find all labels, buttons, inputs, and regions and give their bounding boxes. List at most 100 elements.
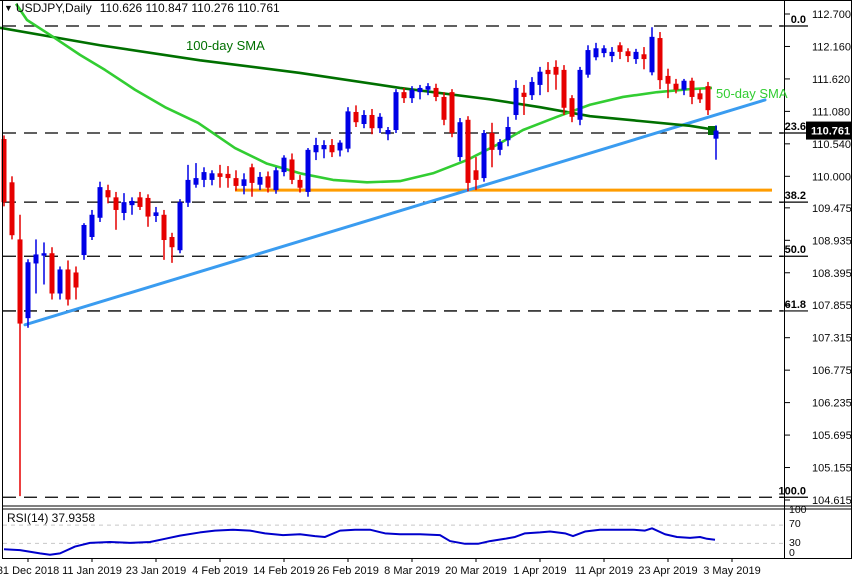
- sma50-annotation: 50-day SMA: [716, 86, 788, 101]
- price-tick-label: 111.080: [812, 106, 850, 118]
- candle-body: [281, 157, 287, 173]
- candle-body: [289, 159, 295, 180]
- candle-body: [209, 173, 215, 180]
- date-tick-label: 14 Feb 2019: [253, 565, 315, 577]
- candle-body: [473, 170, 479, 180]
- ohlc-values: 110.626 110.847 110.276 110.761: [99, 1, 280, 15]
- candle-body: [193, 178, 199, 185]
- candle-body: [481, 133, 487, 179]
- rsi-scale-label: 70: [789, 518, 801, 530]
- candle-body: [417, 87, 423, 93]
- candle-body: [361, 114, 367, 125]
- price-tick-label: 108.935: [812, 235, 852, 247]
- price-tick-label: 107.855: [812, 300, 852, 312]
- candle-body: [713, 130, 719, 139]
- candle-body: [441, 96, 447, 120]
- candle-body: [185, 179, 191, 203]
- candle-body: [297, 179, 303, 188]
- collapse-triangle-icon[interactable]: ▼: [4, 3, 13, 13]
- candle-body: [409, 89, 415, 99]
- candle-body: [201, 172, 207, 180]
- candle-body: [553, 66, 559, 75]
- candle-body: [153, 212, 159, 216]
- candle-body: [321, 145, 327, 150]
- date-tick-label: 8 Mar 2019: [384, 565, 440, 577]
- candle-body: [177, 202, 183, 251]
- price-tick-label: 109.475: [812, 203, 852, 215]
- candle-body: [273, 170, 279, 191]
- price-tick-label: 105.155: [812, 463, 852, 475]
- date-tick-label: 3 May 2019: [703, 565, 760, 577]
- candle-body: [593, 48, 599, 58]
- candle-body: [225, 173, 231, 179]
- candle-body: [161, 214, 167, 241]
- fib-level-label: 38.2: [785, 190, 806, 202]
- candle-body: [569, 98, 575, 117]
- candle-body: [497, 142, 503, 150]
- candle-body: [601, 48, 607, 54]
- candle-body: [705, 86, 711, 111]
- ascending-trendline[interactable]: [23, 98, 767, 327]
- rsi-indicator-label: RSI(14) 37.9358: [7, 511, 96, 525]
- candle-body: [137, 197, 143, 207]
- candle-body: [641, 54, 647, 60]
- candle-body: [545, 69, 551, 75]
- price-tick-label: 112.700: [812, 9, 851, 21]
- candle-body: [265, 176, 271, 188]
- candle-body: [425, 86, 431, 90]
- price-tick-label: 107.315: [812, 333, 852, 345]
- candle-body: [617, 45, 623, 52]
- chart-title: ▼ USDJPY,Daily 110.626 110.847 110.276 110…: [4, 1, 280, 15]
- rsi-scale-label: 30: [789, 537, 801, 549]
- candle-body: [105, 190, 111, 198]
- date-tick-label: 31 Dec 2018: [0, 565, 59, 577]
- candle-body: [65, 269, 71, 300]
- candle-body: [689, 80, 695, 97]
- price-tick-label: 110.000: [812, 171, 851, 183]
- candle-body: [577, 69, 583, 120]
- candle-body: [377, 116, 383, 129]
- candle-body: [9, 182, 15, 236]
- candle-body: [633, 51, 639, 60]
- candle-body: [401, 92, 407, 99]
- fib-level-label: 50.0: [785, 244, 806, 256]
- candle-body: [385, 130, 391, 135]
- candle-body: [145, 197, 151, 217]
- candle-body: [313, 145, 319, 153]
- candle-body: [449, 92, 455, 134]
- candle-body: [73, 272, 79, 288]
- candle-body: [257, 176, 263, 185]
- candle-body: [41, 253, 47, 256]
- price-tick-label: 105.695: [812, 430, 852, 442]
- date-tick-label: 11 Jan 2019: [62, 565, 122, 577]
- candle-body: [121, 202, 127, 213]
- symbol-timeframe-label: USDJPY,Daily: [15, 1, 92, 15]
- candle-body: [433, 87, 439, 97]
- sma100-annotation: 100-day SMA: [186, 38, 265, 53]
- candle-body: [697, 93, 703, 100]
- rsi-scale-label: 100: [789, 504, 807, 516]
- candle-body: [89, 214, 95, 238]
- candle-body: [625, 51, 631, 57]
- fib-level-label: 23.6: [785, 121, 806, 133]
- price-tick-label: 106.235: [812, 398, 852, 410]
- candle-body: [465, 119, 471, 183]
- fib-level-label: 0.0: [791, 14, 806, 26]
- rsi-line[interactable]: [3, 527, 716, 556]
- candle-body: [49, 253, 55, 294]
- candle-body: [561, 69, 567, 108]
- date-tick-label: 1 Apr 2019: [513, 565, 566, 577]
- candle-body: [537, 71, 543, 85]
- candle-body: [521, 92, 527, 97]
- candle-body: [113, 197, 119, 210]
- candle-body: [217, 173, 223, 177]
- fib-level-label: 100.0: [778, 485, 806, 497]
- current-price-tag: [806, 121, 852, 140]
- candle-body: [129, 200, 135, 206]
- sma100-line[interactable]: [0, 26, 717, 132]
- candle-body: [513, 87, 519, 115]
- sma50-line[interactable]: [14, 3, 713, 184]
- candle-body: [169, 237, 175, 248]
